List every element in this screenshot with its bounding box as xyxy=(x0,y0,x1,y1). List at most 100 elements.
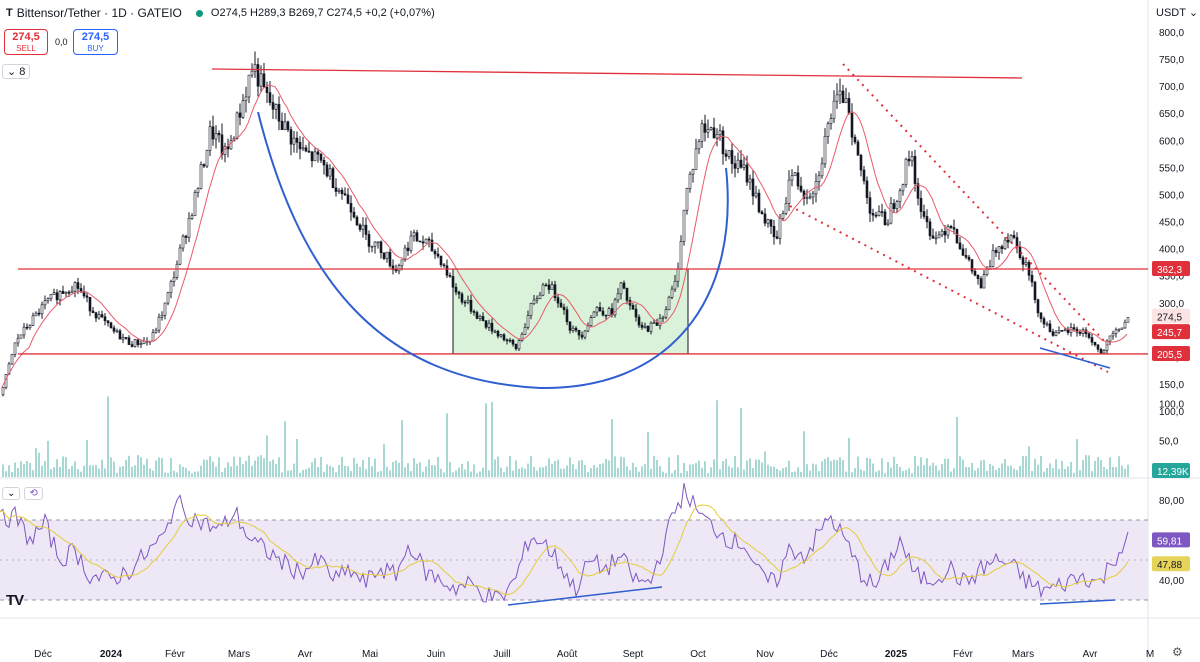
candle-body xyxy=(121,337,125,340)
candle-body xyxy=(841,90,845,103)
volume-bar xyxy=(155,460,157,477)
candle-body xyxy=(781,213,785,219)
candle-body xyxy=(283,121,287,130)
volume-bar xyxy=(881,458,883,477)
volume-bar xyxy=(983,459,985,477)
volume-bar xyxy=(158,457,160,477)
indicators-toggle[interactable]: ⌄ 8 xyxy=(2,64,31,79)
volume-bar xyxy=(599,464,601,477)
candle-body xyxy=(178,247,182,265)
time-tick-label: Nov xyxy=(756,649,774,660)
volume-bar xyxy=(890,467,892,477)
candle-body xyxy=(733,163,737,169)
candle-body xyxy=(946,225,950,236)
volume-bar xyxy=(578,460,580,477)
candle-body xyxy=(850,112,854,138)
candle-body xyxy=(943,230,947,236)
volume-bar xyxy=(998,467,1000,477)
volume-bar xyxy=(14,462,16,477)
rsi-tick-label: 80,00 xyxy=(1159,496,1184,507)
candle-body xyxy=(202,164,206,167)
candle-body xyxy=(376,241,380,244)
volume-bar xyxy=(830,461,832,477)
volume-bar xyxy=(506,466,508,477)
candle-body xyxy=(397,265,401,272)
candle-body xyxy=(367,234,371,247)
volume-bar xyxy=(254,460,256,477)
volume-bar xyxy=(602,463,604,477)
volume-bar xyxy=(359,467,361,477)
current-price-label: 274,5 xyxy=(1157,313,1182,324)
volume-bar xyxy=(551,463,553,477)
volume-bar xyxy=(761,462,763,477)
volume-bar xyxy=(383,444,385,477)
volume-bar xyxy=(68,469,70,477)
candle-body xyxy=(1063,329,1067,332)
candle-body xyxy=(904,158,908,185)
volume-bar xyxy=(974,470,976,477)
volume-bar xyxy=(713,459,715,477)
volume-bar xyxy=(1037,464,1039,477)
volume-bar xyxy=(734,455,736,477)
symbol-title[interactable]: Bittensor/Tether · 1D · GATEIO xyxy=(16,6,182,20)
volume-bar xyxy=(755,459,757,477)
candle-body xyxy=(577,329,581,336)
volume-bar xyxy=(635,467,637,477)
tradingview-logo-icon[interactable]: TV xyxy=(6,592,24,609)
candle-body xyxy=(493,330,497,333)
volume-bar xyxy=(941,463,943,477)
candle-body xyxy=(538,294,542,299)
candle-body xyxy=(418,240,422,243)
sell-button[interactable]: 274,5 SELL xyxy=(4,29,48,55)
sell-price: 274,5 xyxy=(12,31,40,43)
candle-body xyxy=(127,337,131,345)
refresh-icon[interactable]: ⟲ xyxy=(24,487,43,500)
candle-body xyxy=(544,284,548,287)
volume-bar xyxy=(341,456,343,477)
volume-bar xyxy=(1076,439,1078,477)
gear-icon[interactable]: ⚙ xyxy=(1172,645,1183,659)
volume-bar xyxy=(833,459,835,477)
volume-bar xyxy=(23,464,25,477)
volume-bar xyxy=(1013,468,1015,477)
volume-bar xyxy=(515,460,517,477)
volume-bar xyxy=(743,469,745,477)
candle-body xyxy=(514,343,518,350)
volume-bar xyxy=(449,462,451,477)
volume-bar xyxy=(719,469,721,477)
collapse-chevron-icon[interactable]: ⌄ xyxy=(2,487,21,500)
candle-body xyxy=(226,146,230,150)
candle-body xyxy=(925,216,929,223)
price-tick-label: 650,0 xyxy=(1159,109,1184,120)
candle-body xyxy=(10,354,14,365)
volume-bar xyxy=(944,458,946,477)
volume-bar xyxy=(563,468,565,477)
time-tick-label: Mars xyxy=(228,649,250,660)
candle-body xyxy=(319,153,323,161)
volume-bar xyxy=(752,467,754,477)
volume-bar xyxy=(1001,463,1003,477)
candle-body xyxy=(877,211,881,216)
volume-bar xyxy=(251,465,253,477)
candle-body xyxy=(337,189,341,192)
candle-body xyxy=(571,327,575,331)
candle-body xyxy=(1108,335,1112,342)
volume-bar xyxy=(446,413,448,477)
buy-button[interactable]: 274,5 BUY xyxy=(73,29,118,55)
candle-body xyxy=(550,284,554,290)
candle-body xyxy=(655,322,659,326)
candle-body xyxy=(52,292,56,295)
volume-bar xyxy=(467,461,469,477)
candle-body xyxy=(1126,317,1130,323)
volume-bar xyxy=(179,464,181,477)
candle-body xyxy=(775,236,779,239)
time-tick-label: M xyxy=(1146,649,1154,660)
candle-body xyxy=(613,299,617,316)
candle-body xyxy=(682,209,686,242)
volume-bar xyxy=(662,471,664,477)
volume-bar xyxy=(86,440,88,477)
volume-bar xyxy=(263,458,265,477)
currency-selector[interactable]: USDT ⌄ xyxy=(1156,6,1198,19)
candle-body xyxy=(748,178,752,183)
